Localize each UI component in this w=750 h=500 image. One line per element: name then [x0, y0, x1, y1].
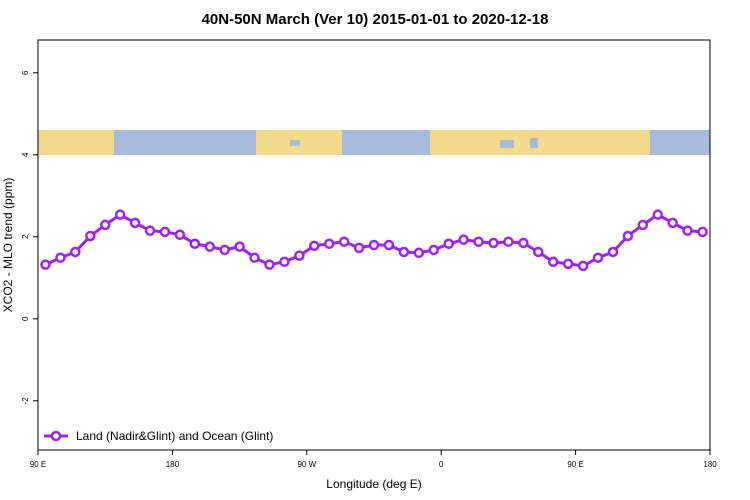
data-point — [637, 219, 649, 231]
data-point — [577, 260, 589, 272]
x-tick-label: 180 — [166, 460, 180, 469]
data-point — [264, 259, 275, 270]
data-point — [144, 225, 156, 236]
data-point — [503, 236, 514, 247]
data-point — [562, 258, 574, 270]
data-point — [294, 250, 305, 261]
data-point — [458, 234, 469, 245]
data-point — [189, 238, 201, 250]
y-tick-label: 6 — [21, 70, 30, 75]
data-point — [592, 252, 604, 263]
data-point — [129, 217, 141, 229]
data-point — [473, 236, 484, 247]
data-point — [204, 241, 215, 252]
data-point — [518, 237, 529, 249]
data-point — [652, 209, 663, 220]
data-point — [159, 226, 171, 238]
data-point — [443, 238, 454, 250]
data-point — [428, 244, 439, 256]
data-point — [488, 237, 499, 249]
y-tick-label: 2 — [21, 234, 30, 239]
x-axis-label: Longitude (deg E) — [326, 477, 421, 491]
map-strip — [38, 130, 710, 155]
data-point — [682, 225, 693, 236]
legend-label: Land (Nadir&Glint) and Ocean (Glint) — [76, 429, 273, 443]
data-point — [70, 246, 81, 258]
y-axis-label: XCO2 - MLO trend (ppm) — [1, 178, 15, 313]
y-tick-label: 0 — [21, 316, 30, 321]
data-point — [697, 226, 708, 238]
data-point — [55, 252, 66, 263]
data-point — [353, 242, 365, 254]
data-point — [99, 219, 111, 231]
x-tick-label: 90 E — [567, 460, 583, 469]
data-point — [219, 244, 230, 256]
data-point — [234, 241, 245, 252]
data-point — [383, 239, 395, 251]
legend-marker — [50, 430, 62, 442]
data-point — [533, 246, 544, 258]
data-point — [338, 236, 350, 247]
data-point — [607, 246, 619, 258]
plot-frame — [37, 39, 711, 451]
data-point — [667, 217, 678, 229]
data-point — [547, 256, 559, 268]
data-point — [249, 252, 260, 263]
data-point — [85, 230, 96, 242]
data-point — [323, 238, 335, 250]
chart-title: 40N-50N March (Ver 10) 2015-01-01 to 202… — [202, 11, 549, 28]
data-point — [622, 230, 634, 242]
data-point — [368, 239, 380, 251]
x-tick-label: 90 W — [297, 460, 316, 469]
data-point — [174, 229, 186, 240]
data-point — [40, 259, 51, 270]
x-tick-label: 180 — [703, 460, 717, 469]
data-point — [279, 256, 290, 268]
data-point — [309, 240, 320, 252]
data-point — [398, 246, 410, 258]
x-tick-label: 0 — [439, 460, 444, 469]
y-tick-label: -2 — [21, 397, 30, 405]
data-point — [413, 247, 425, 259]
data-point — [114, 209, 126, 220]
y-tick-label: 4 — [21, 152, 30, 157]
x-tick-label: 90 E — [30, 460, 46, 469]
